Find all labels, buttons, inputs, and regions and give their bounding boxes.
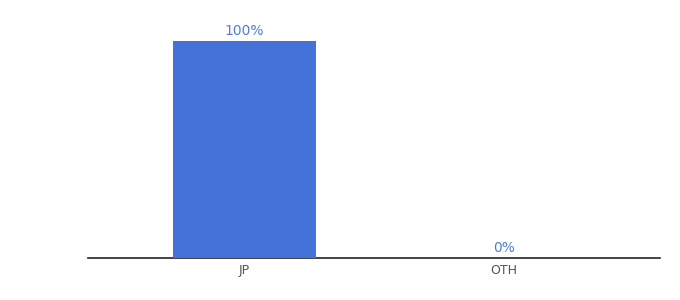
Text: 100%: 100%	[224, 24, 264, 38]
Bar	[173, 41, 316, 258]
Text: 0%: 0%	[493, 241, 515, 255]
